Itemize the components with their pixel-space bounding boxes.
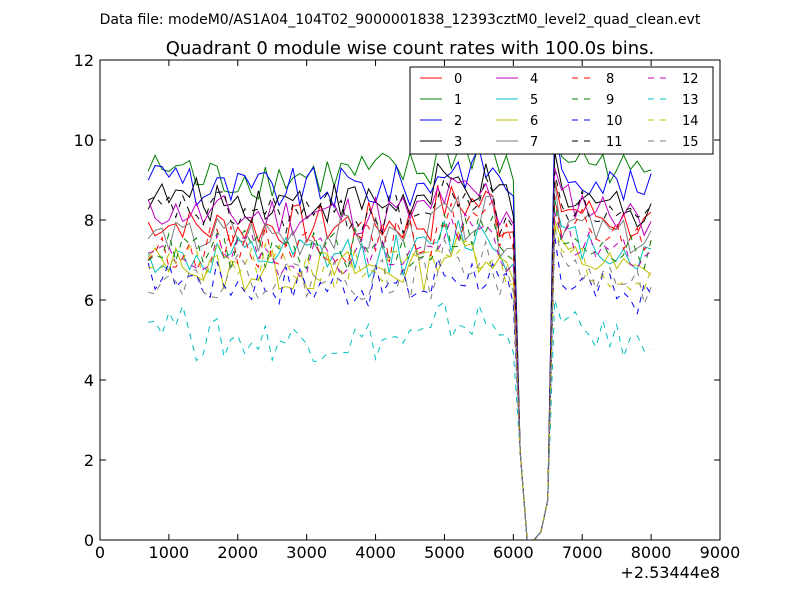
series-line-11 bbox=[147, 171, 652, 541]
legend-label-8: 8 bbox=[606, 72, 614, 87]
x-tick-label: 6000 bbox=[493, 543, 534, 562]
x-tick-label: 9000 bbox=[700, 543, 741, 562]
legend-label-12: 12 bbox=[682, 72, 699, 87]
legend-label-0: 0 bbox=[454, 72, 462, 87]
y-tick-label: 12 bbox=[74, 51, 94, 70]
legend-label-13: 13 bbox=[682, 93, 699, 108]
legend-box bbox=[409, 66, 714, 155]
x-tick-label: 7000 bbox=[562, 543, 603, 562]
legend-label-4: 4 bbox=[530, 72, 538, 87]
series-line-14 bbox=[148, 223, 652, 541]
x-tick-label: 3000 bbox=[286, 543, 327, 562]
series-line-7 bbox=[147, 179, 652, 541]
series-line-0 bbox=[147, 179, 652, 541]
series-line-15 bbox=[148, 227, 652, 541]
y-tick-label: 2 bbox=[84, 451, 94, 470]
legend-label-10: 10 bbox=[606, 114, 623, 129]
legend-label-1: 1 bbox=[454, 93, 462, 108]
legend-label-2: 2 bbox=[454, 114, 462, 129]
x-tick-label: 0 bbox=[95, 543, 105, 562]
y-tick-label: 8 bbox=[84, 211, 94, 230]
series-line-10 bbox=[147, 235, 652, 541]
series-line-12 bbox=[148, 211, 652, 541]
y-tick-label: 4 bbox=[84, 371, 94, 390]
chart-title: Quadrant 0 module wise count rates with … bbox=[166, 38, 655, 59]
x-tick-label: 1000 bbox=[149, 543, 190, 562]
legend-label-5: 5 bbox=[530, 93, 538, 108]
x-tick-label: 5000 bbox=[424, 543, 465, 562]
x-tick-label: 4000 bbox=[355, 543, 396, 562]
legend-label-14: 14 bbox=[682, 114, 699, 129]
y-tick-label: 10 bbox=[74, 131, 94, 150]
series-line-4 bbox=[147, 167, 652, 541]
legend-label-3: 3 bbox=[454, 135, 462, 150]
series-line-5 bbox=[147, 199, 652, 541]
legend-label-9: 9 bbox=[606, 93, 614, 108]
x-offset-label: +2.53444e8 bbox=[620, 563, 720, 582]
x-tick-label: 2000 bbox=[217, 543, 258, 562]
series-layer bbox=[147, 119, 652, 541]
file-title: Data file: modeM0/AS1A04_104T02_90000018… bbox=[100, 12, 701, 28]
legend-label-6: 6 bbox=[530, 114, 538, 129]
series-line-6 bbox=[147, 219, 652, 541]
legend-label-15: 15 bbox=[682, 135, 699, 150]
series-line-2 bbox=[147, 119, 652, 541]
legend-label-7: 7 bbox=[530, 135, 538, 150]
series-line-13 bbox=[148, 299, 652, 541]
x-tick-label: 8000 bbox=[631, 543, 672, 562]
series-line-9 bbox=[147, 199, 652, 541]
series-line-1 bbox=[147, 123, 652, 541]
y-tick-label: 0 bbox=[84, 531, 94, 550]
y-tick-label: 6 bbox=[84, 291, 94, 310]
ticks-layer: 0 1000 2000 3000 4000 5000 6000 7000 8000 9000 0 2 4… bbox=[74, 51, 741, 562]
legend-label-11: 11 bbox=[606, 135, 623, 150]
